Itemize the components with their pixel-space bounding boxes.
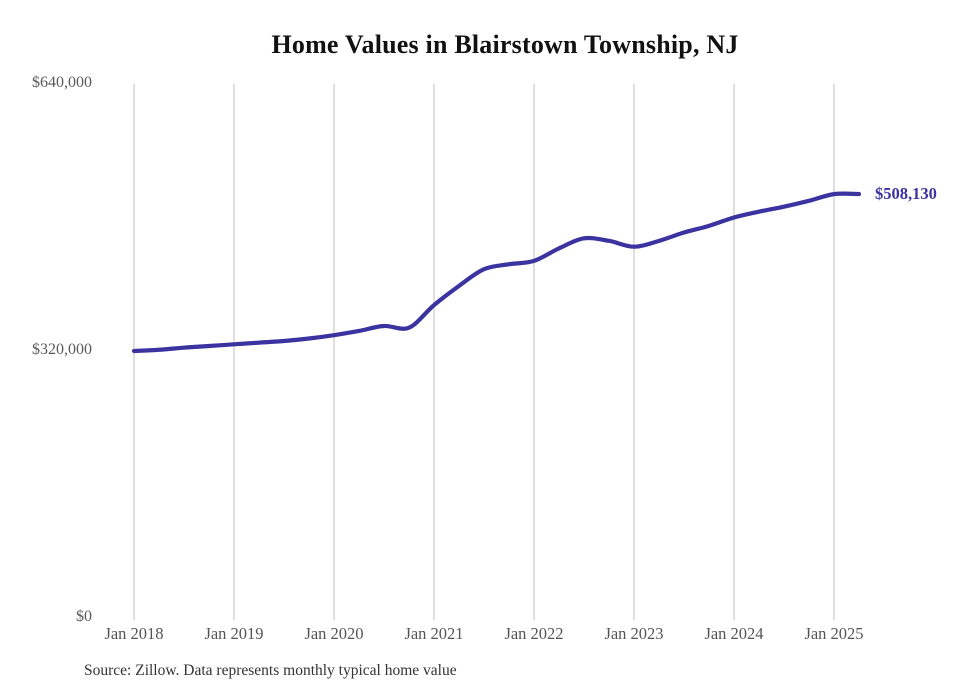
x-tick-label: Jan 2019 — [204, 624, 264, 643]
x-tick-label: Jan 2024 — [704, 624, 764, 643]
x-tick-label: Jan 2021 — [404, 624, 464, 643]
gridlines — [133, 84, 835, 620]
x-tick-label: Jan 2023 — [604, 624, 664, 643]
x-tick-label: Jan 2018 — [104, 624, 164, 643]
x-tick-label: Jan 2020 — [304, 624, 364, 643]
x-tick-label: Jan 2025 — [804, 624, 864, 643]
chart-title: Home Values in Blairstown Township, NJ — [271, 30, 739, 59]
y-tick-label: $640,000 — [32, 74, 92, 91]
source-note: Source: Zillow. Data represents monthly … — [84, 662, 457, 679]
y-tick-label: $320,000 — [32, 341, 92, 358]
x-tick-label: Jan 2022 — [504, 624, 564, 643]
end-value-annotation: $508,130 — [875, 184, 937, 204]
y-tick-label: $0 — [76, 608, 92, 625]
series-line-0 — [131, 191, 862, 354]
series-lines — [131, 191, 862, 354]
